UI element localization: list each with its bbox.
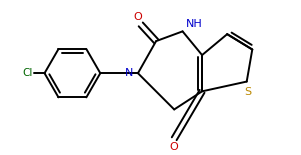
Text: O: O [170, 142, 178, 152]
Text: S: S [244, 87, 252, 97]
Text: NH: NH [186, 19, 203, 29]
Text: Cl: Cl [22, 68, 33, 78]
Text: N: N [125, 68, 133, 78]
Text: O: O [134, 12, 142, 22]
